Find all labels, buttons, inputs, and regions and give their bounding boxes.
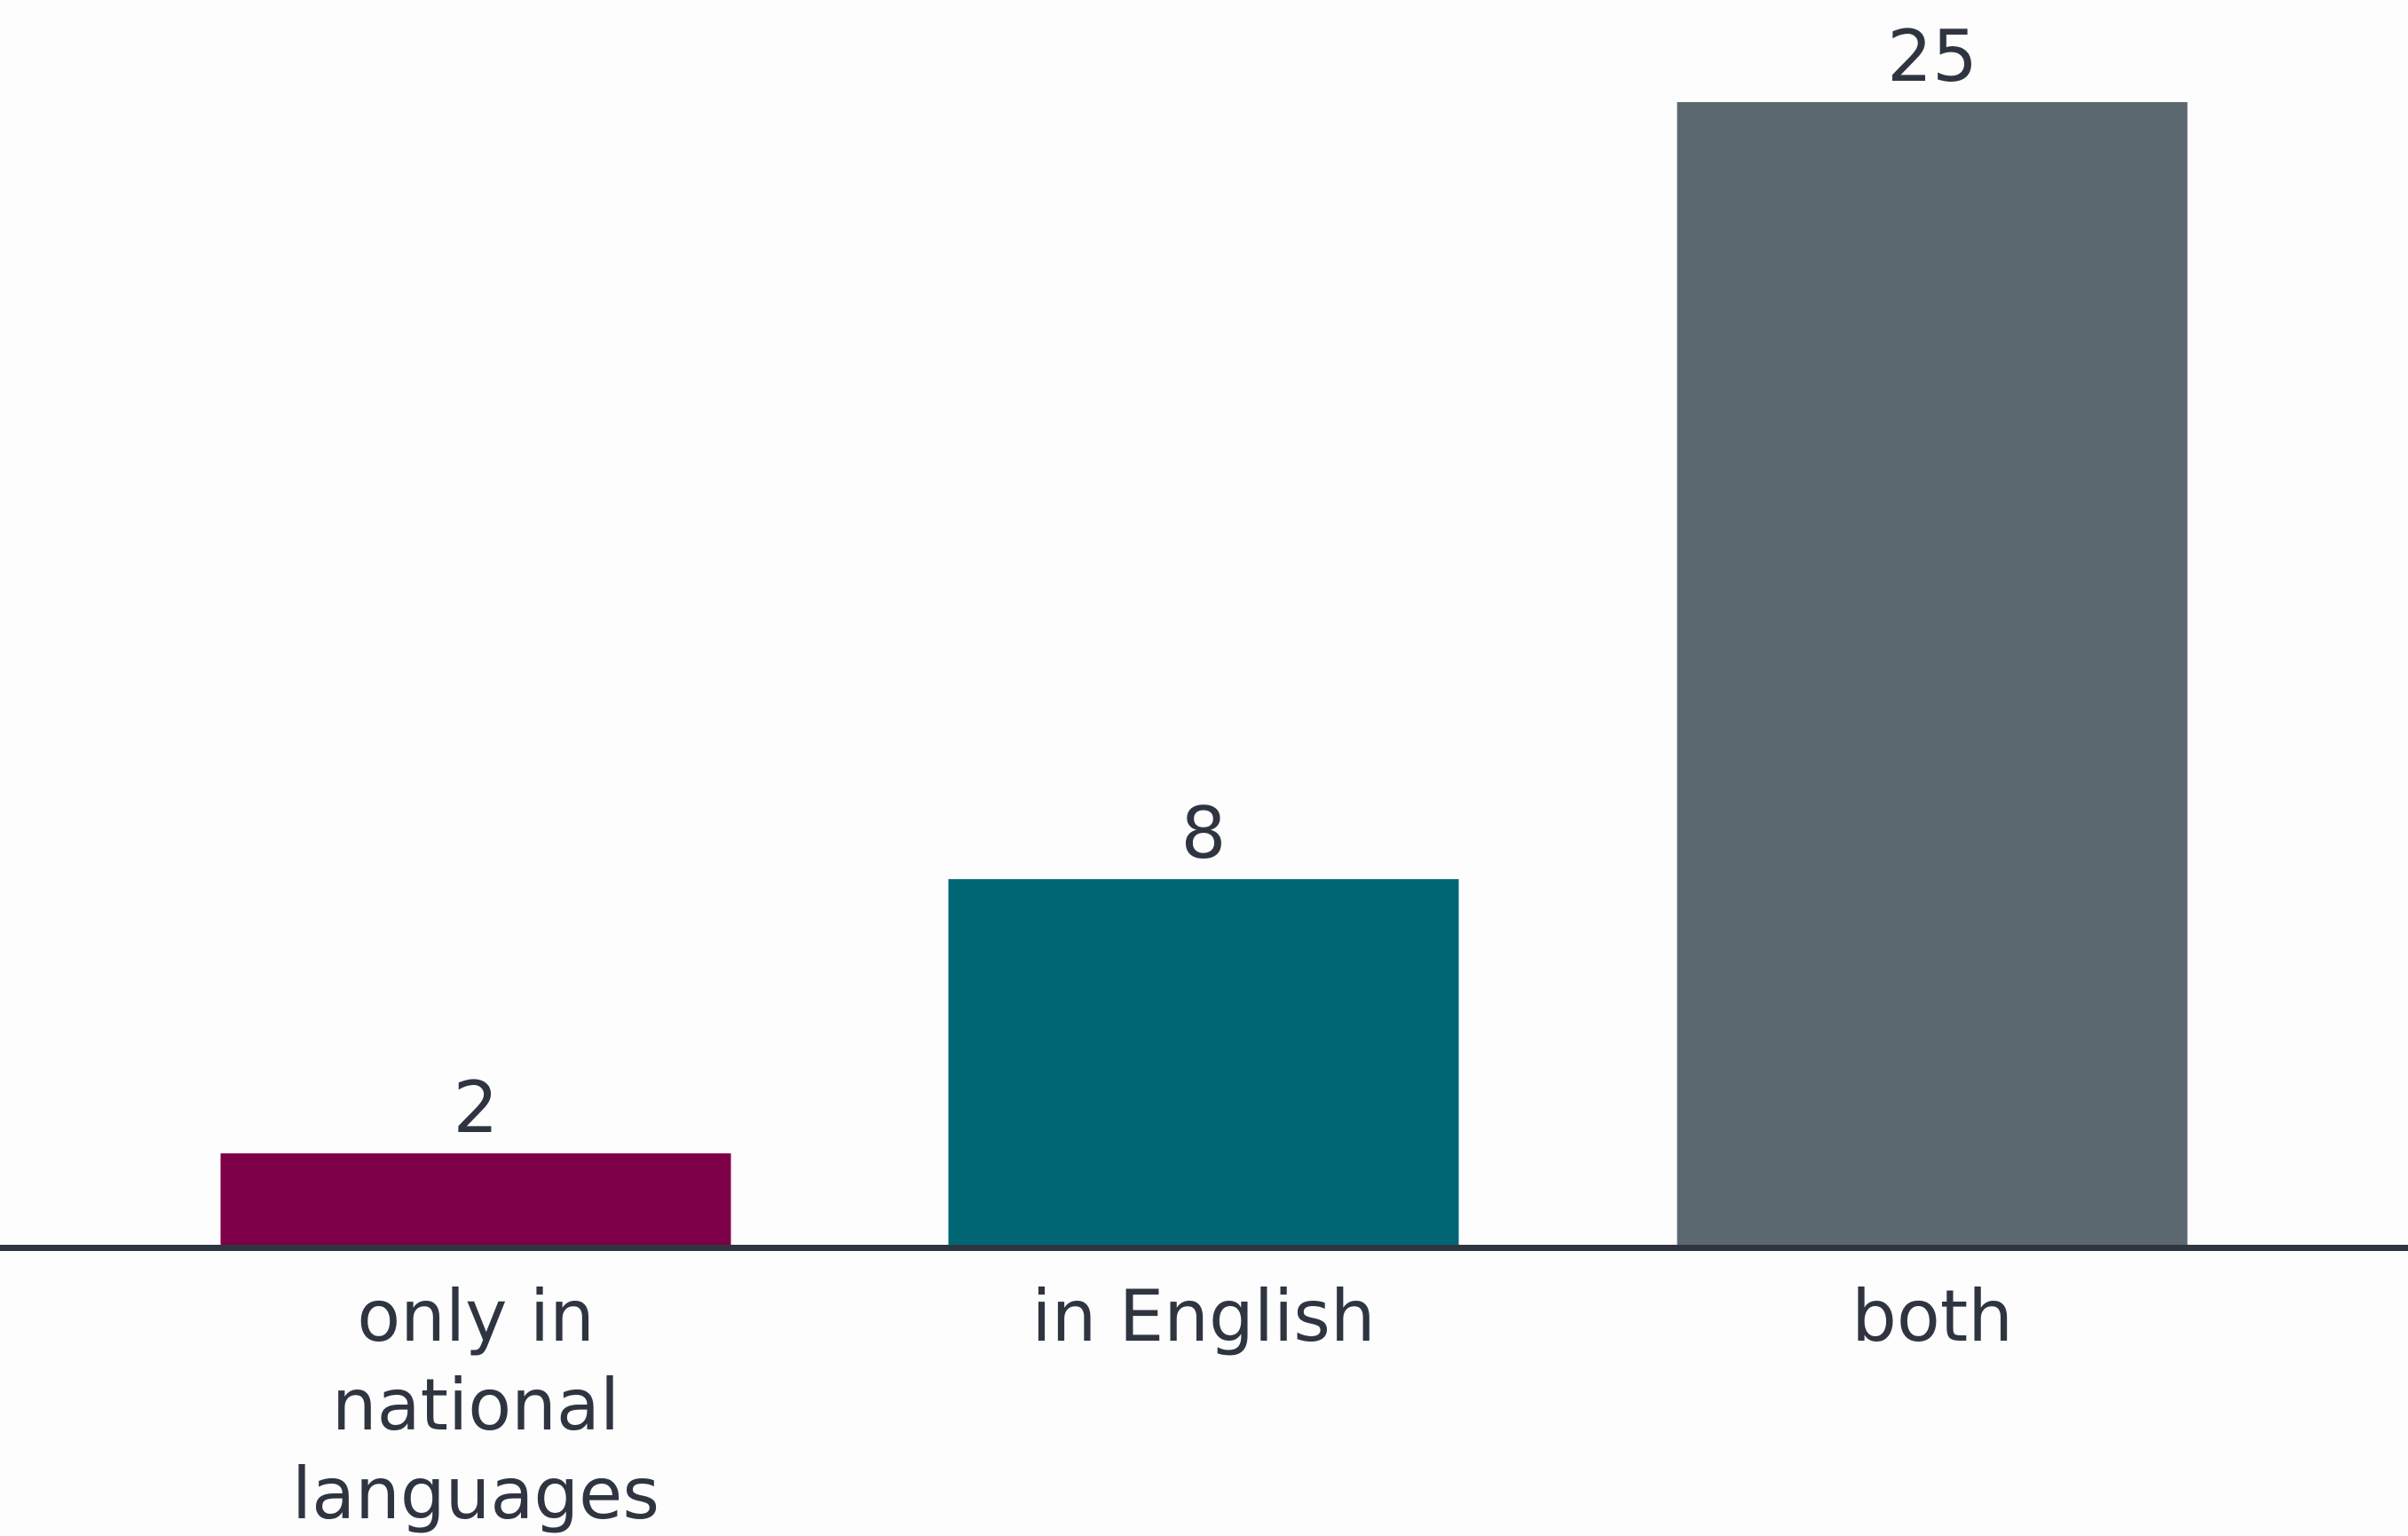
category-label-line: languages [292,1453,659,1535]
category-label-line: in English [1031,1275,1375,1358]
category-label-only-in-national-languages: only in national languages [292,1275,659,1535]
category-label-line: both [1851,1275,2013,1358]
category-label-line: only in [357,1275,595,1358]
value-labels-layer: 2 8 25 [454,15,1978,1149]
bar-only-in-national-languages [220,1153,731,1245]
data-label-in-english: 8 [1181,792,1227,875]
data-label-both: 25 [1887,15,1978,98]
bar-in-english [948,879,1459,1245]
category-label-in-english: in English [1031,1275,1375,1358]
category-label-both: both [1851,1275,2013,1358]
data-label-only-in-national-languages: 2 [454,1066,499,1149]
bars-layer [220,102,2188,1245]
category-labels-layer: only in national languages in English both [292,1275,2013,1535]
category-label-line: national [332,1364,620,1446]
bar-both [1677,102,2188,1245]
